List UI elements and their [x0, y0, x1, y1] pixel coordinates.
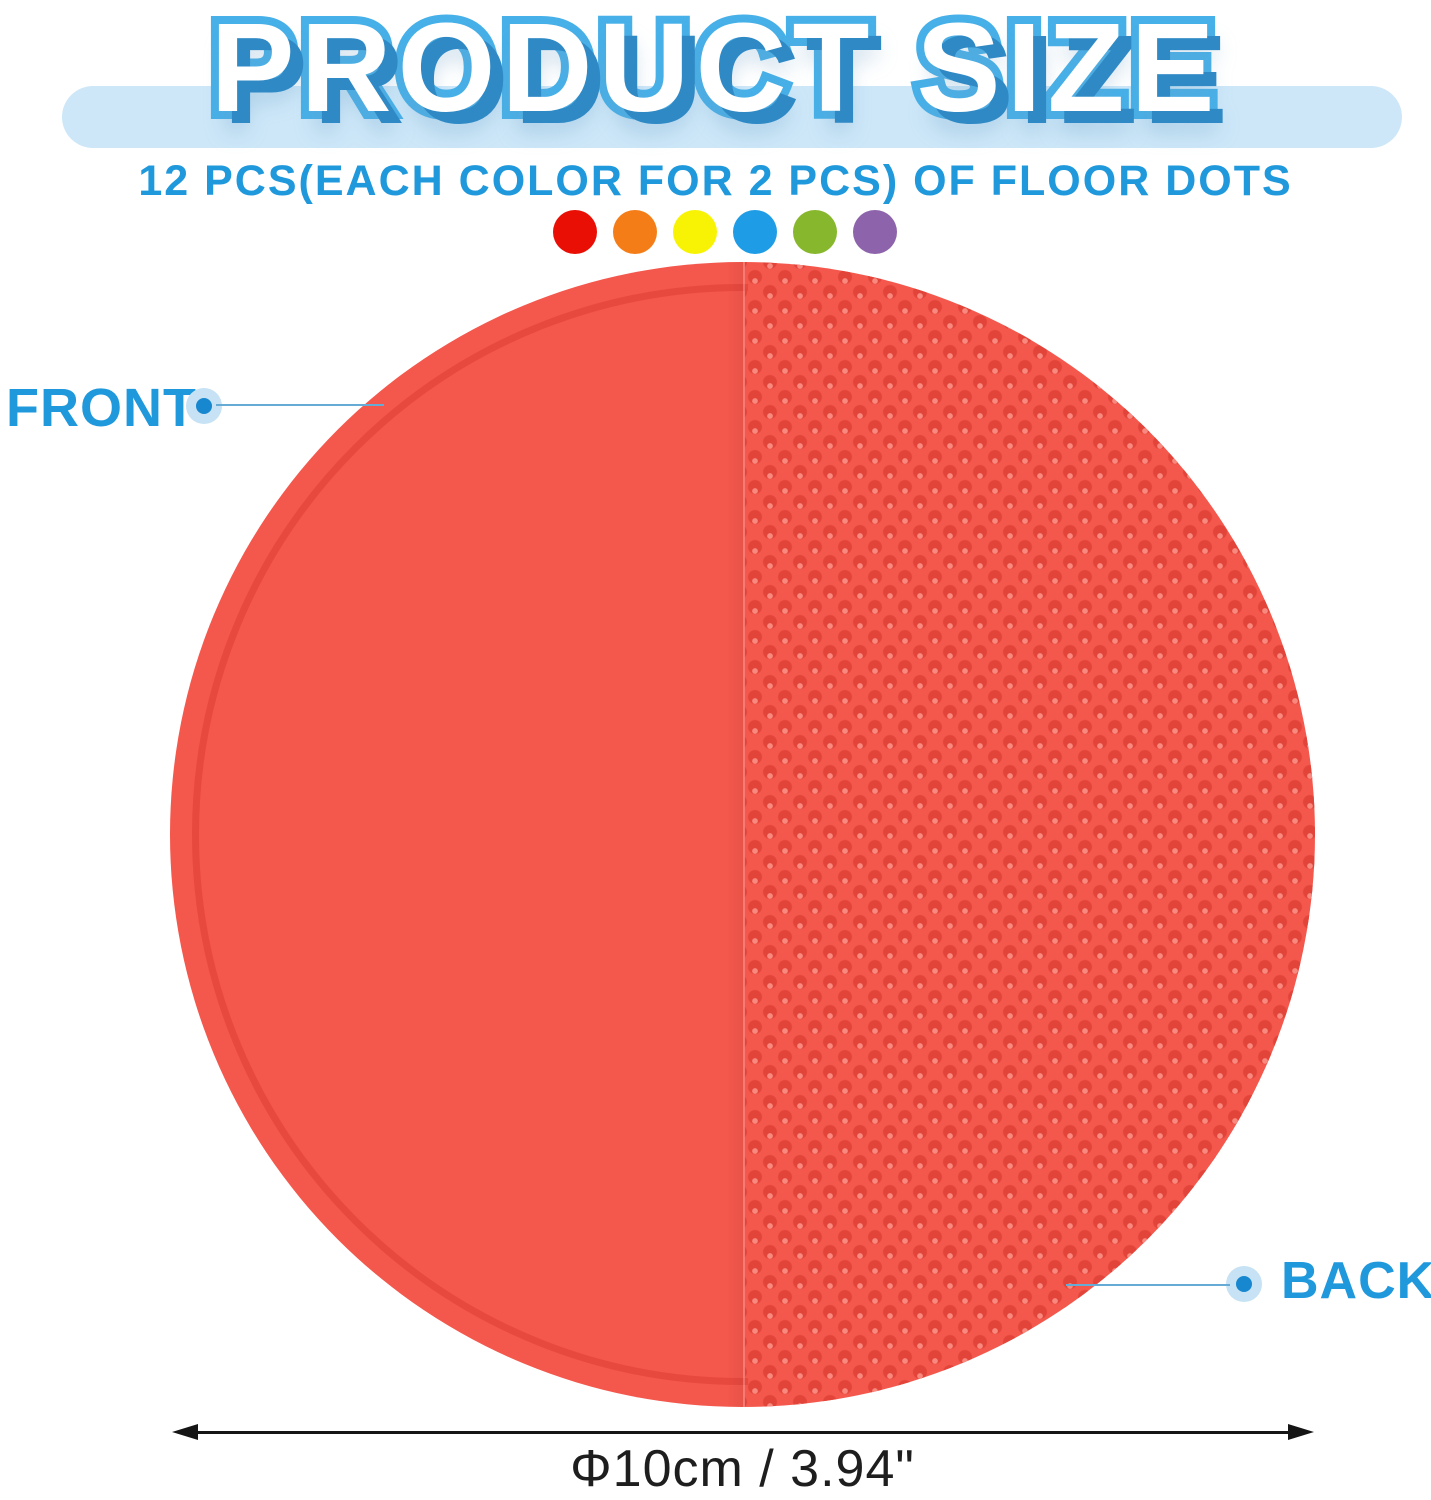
title-banner — [62, 86, 1402, 148]
disc-split-shade — [726, 262, 743, 1407]
color-dot-green — [793, 210, 837, 254]
disc-split-line — [742, 262, 745, 1407]
disc-back-texture — [744, 262, 1315, 1407]
dimension-arrow-line — [186, 1431, 1300, 1434]
front-label: FRONT — [6, 378, 197, 438]
color-dot-purple — [853, 210, 897, 254]
color-dot-yellow — [673, 210, 717, 254]
floor-dot-disc — [170, 262, 1315, 1407]
arrow-right-icon — [1288, 1424, 1314, 1440]
back-label: BACK — [1281, 1252, 1431, 1310]
color-dot-red — [553, 210, 597, 254]
front-leader-line — [216, 404, 384, 406]
back-marker-dot — [1226, 1266, 1262, 1302]
dimension-arrow — [172, 1423, 1314, 1441]
page-title: PRODUCT SIZE — [202, 0, 1222, 142]
color-dot-orange — [613, 210, 657, 254]
color-dot-blue — [733, 210, 777, 254]
back-leader-line — [1066, 1284, 1230, 1286]
color-dots-row — [553, 210, 897, 254]
back-marker-pin — [1236, 1276, 1252, 1292]
subtitle: 12 PCS(EACH COLOR FOR 2 PCS) OF FLOOR DO… — [138, 157, 1293, 205]
front-marker-dot — [186, 388, 222, 424]
dimension-label: Φ10cm / 3.94" — [570, 1440, 915, 1498]
front-marker-pin — [196, 398, 212, 414]
arrow-left-icon — [172, 1424, 198, 1440]
